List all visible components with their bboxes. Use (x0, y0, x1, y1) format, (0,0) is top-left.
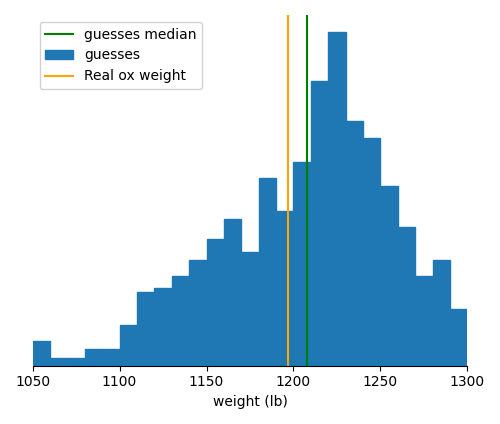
Bar (346, 121, 363, 366)
guesses median (304, 359, 310, 364)
Bar (432, 260, 450, 366)
Bar (68, 357, 84, 366)
Bar (258, 179, 276, 366)
Bar (84, 349, 102, 366)
Bar (189, 260, 206, 366)
Bar (294, 162, 311, 366)
Bar (206, 240, 224, 366)
Bar (224, 219, 242, 366)
Bar (154, 288, 172, 366)
Bar (311, 81, 328, 366)
Bar (102, 349, 120, 366)
Bar (276, 211, 293, 366)
Real ox weight (286, 359, 292, 364)
guesses median (304, 363, 310, 368)
X-axis label: weight (lb): weight (lb) (212, 395, 288, 409)
Bar (363, 138, 380, 366)
Bar (172, 276, 189, 366)
Bar (398, 227, 415, 366)
Bar (242, 252, 258, 366)
Bar (380, 187, 398, 366)
Bar (32, 341, 50, 366)
Bar (450, 309, 468, 366)
Bar (137, 293, 154, 366)
Legend: guesses median, guesses, Real ox weight: guesses median, guesses, Real ox weight (40, 22, 202, 89)
Bar (328, 32, 345, 366)
Bar (416, 276, 432, 366)
Bar (50, 357, 68, 366)
Bar (120, 325, 137, 366)
Real ox weight (286, 363, 292, 368)
